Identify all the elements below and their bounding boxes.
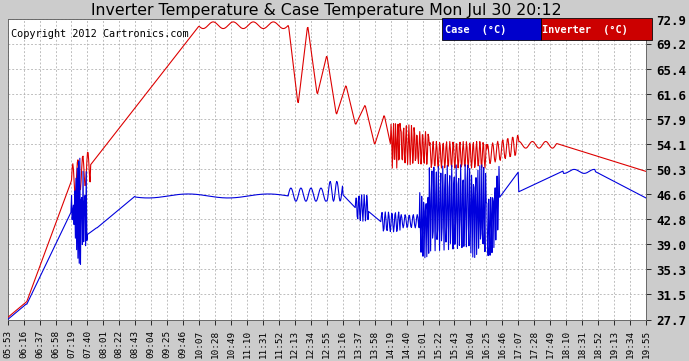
Title: Inverter Temperature & Case Temperature Mon Jul 30 20:12: Inverter Temperature & Case Temperature … (92, 3, 562, 18)
Bar (442, 18, 540, 41)
Text: Copyright 2012 Cartronics.com: Copyright 2012 Cartronics.com (11, 29, 188, 39)
Text: Case  (°C): Case (°C) (444, 25, 506, 35)
Text: Inverter  (°C): Inverter (°C) (542, 25, 628, 35)
Bar (540, 18, 652, 41)
